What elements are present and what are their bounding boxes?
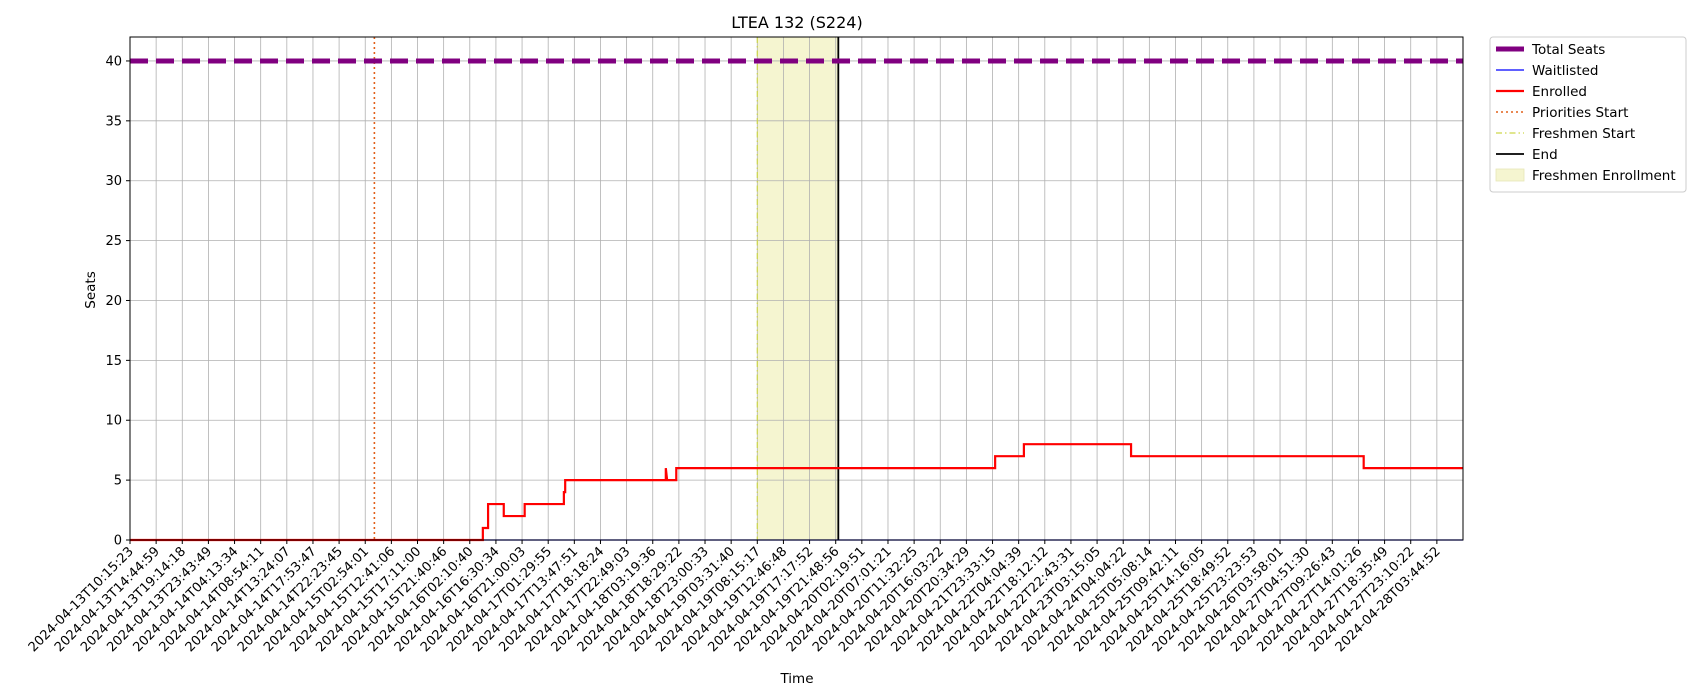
- legend-label-total-seats: Total Seats: [1531, 42, 1605, 58]
- legend-label-end: End: [1532, 147, 1558, 163]
- y-tick-label: 15: [105, 354, 122, 369]
- y-tick-label: 20: [105, 294, 122, 309]
- legend-label-freshmen-start: Freshmen Start: [1532, 126, 1635, 142]
- chart-title: LTEA 132 (S224): [731, 13, 862, 32]
- legend-label-freshmen-enrollment: Freshmen Enrollment: [1532, 168, 1676, 184]
- plot-frame: [129, 36, 1464, 541]
- legend-label-enrolled: Enrolled: [1532, 84, 1587, 100]
- y-tick-label: 25: [105, 234, 122, 249]
- y-tick-label: 5: [114, 474, 122, 489]
- y-tick-label: 10: [105, 414, 122, 429]
- y-tick-label: 0: [114, 534, 122, 549]
- legend-label-priorities-start: Priorities Start: [1532, 105, 1628, 121]
- span-freshmen-enrollment: [757, 37, 839, 540]
- legend-swatch-freshmen-enrollment: [1495, 168, 1525, 182]
- x-axis-label: Time: [779, 671, 813, 687]
- legend: Total Seats Waitlisted Enrolled Priorities …: [1489, 36, 1687, 193]
- plot-area: 05101520253035402024-04-13T10:15:232024-…: [26, 36, 1464, 655]
- legend-label-waitlisted: Waitlisted: [1532, 63, 1599, 79]
- y-tick-label: 30: [105, 174, 122, 189]
- series-enrolled: [130, 443, 1463, 542]
- y-axis-label: Seats: [83, 271, 99, 308]
- legend-box: [1489, 36, 1687, 193]
- y-tick-label: 40: [105, 54, 122, 69]
- y-tick-label: 35: [105, 114, 122, 129]
